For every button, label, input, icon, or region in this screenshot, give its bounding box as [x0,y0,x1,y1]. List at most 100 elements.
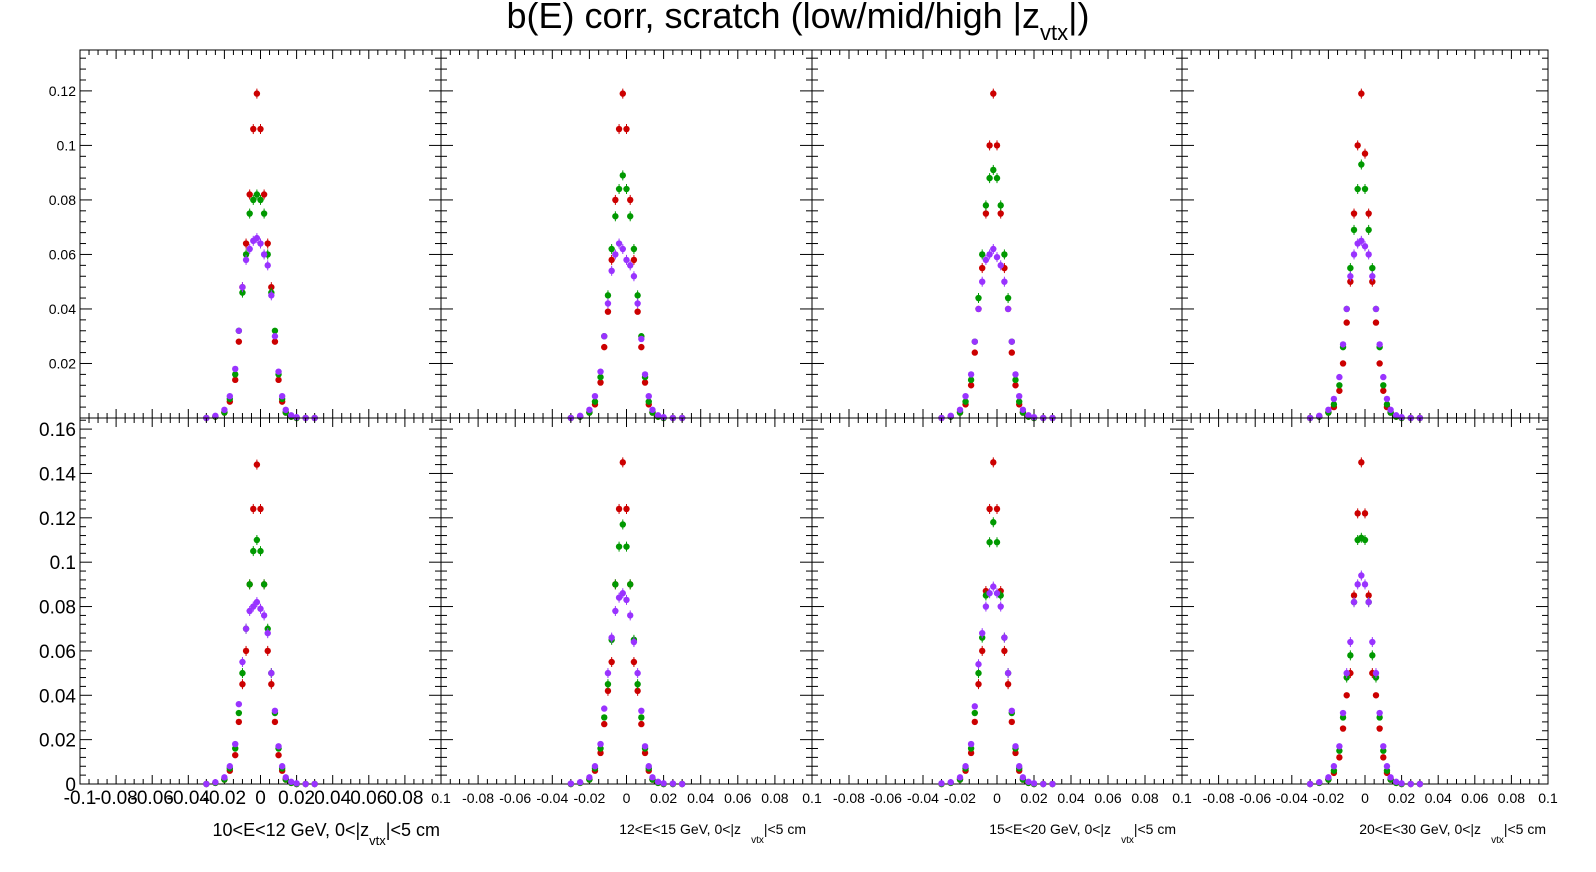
data-point-high [302,780,309,788]
data-point-mid [1016,398,1023,405]
data-point-low [597,749,604,757]
x-tick-label: 0 [255,788,266,809]
data-point-mid [1012,376,1019,384]
y-tick-label: 0.06 [39,642,76,663]
series-high [567,238,686,422]
data-point-high [271,333,279,340]
data-point-high [1407,780,1414,788]
panel-frame [811,417,1183,785]
data-point-mid [232,371,239,378]
data-point-mid [591,398,599,405]
data-point-high [1380,373,1387,381]
panel-bottom-3 [811,417,1183,788]
panel-x-label: 20<E<30 GeV, 0<|zvtx|<5 cm [1359,821,1546,846]
x-tick-label: -0.08 [1203,790,1235,806]
series-low [567,457,686,788]
y-tick-label: 0.08 [49,192,76,208]
data-point-high [645,392,652,400]
data-point-low [638,720,645,728]
data-point-high [1383,763,1391,770]
x-tick-label: -0.04 [907,790,939,806]
data-point-high [278,763,286,770]
data-point-high [597,740,604,748]
x-tick-label: -0.02 [944,790,976,806]
data-point-high [226,763,234,770]
data-point-low [235,338,243,345]
data-point-high [947,412,954,420]
data-point-high [221,406,228,414]
data-point-high [641,743,649,750]
x-tick-label: 0.04 [1425,790,1452,806]
data-point-mid [962,398,969,405]
data-point-high [1025,778,1032,785]
panel-x-label: 15<E<20 GeV, 0<|zvtx|<5 cm [989,821,1176,846]
x-tick-label: -0.04 [1276,790,1308,806]
data-point-low [1339,725,1347,732]
data-point-high [962,763,969,770]
panel-x-label: 12<E<15 GeV, 0<|zvtx|<5 cm [619,821,806,846]
x-tick-label: -0.1 [64,788,97,809]
x-tick-label: -0.04 [536,790,568,806]
data-point-high [1398,413,1405,421]
series-mid [1306,159,1424,422]
data-point-low [271,338,279,345]
data-point-high [287,778,295,785]
x-tick-label: 0.08 [1498,790,1525,806]
data-point-mid [1380,747,1387,754]
data-point-high [1392,778,1400,785]
data-point-high [287,412,295,419]
data-point-high [1392,412,1400,419]
data-point-high [1012,371,1019,378]
data-point-high [1339,709,1347,717]
series-low [1306,88,1424,422]
x-tick-label: -0.06 [131,788,174,809]
data-point-high [576,779,584,786]
data-point-high [235,327,243,334]
series-mid [938,164,1056,422]
panel-top-3 [811,49,1183,422]
x-tick-label: 0.04 [1057,790,1084,806]
data-point-high [1008,338,1015,345]
data-point-high [1339,341,1347,348]
data-point-high [232,740,239,748]
x-tick-label: 0.04 [314,788,351,809]
y-tick-label: 0.1 [57,137,77,153]
data-point-mid [235,709,243,717]
x-tick-label: 0.08 [386,788,423,809]
data-point-low [1380,754,1387,761]
panel-frame [1181,417,1549,785]
data-point-high [654,412,662,419]
data-point-high [311,780,318,788]
data-point-mid [1336,382,1343,389]
data-point-low [967,749,975,757]
y-tick-label: 0.12 [49,83,76,99]
data-point-mid [232,745,239,752]
panel-bottom-2 [440,417,813,788]
x-tick-label: 0.1 [1172,790,1192,806]
series-high [1306,235,1424,422]
data-point-mid [597,745,604,752]
data-point-high [1306,780,1314,788]
data-point-high [1376,709,1383,717]
x-tick-label: -0.02 [573,790,605,806]
data-point-high [1016,763,1023,770]
data-point-mid [1383,401,1391,408]
data-point-high [1316,412,1323,420]
data-point-low [1380,387,1387,394]
panel-bottom-1: 0 0.02 0.04 0.06 0.08 0.1 0.12 0.14 0.16 [39,417,442,796]
data-point-high [1336,743,1343,750]
data-point-low [1339,360,1347,367]
data-point-mid [1330,401,1338,408]
data-point-high [1387,774,1394,781]
data-point-high [971,338,978,345]
panel-frame [811,49,1183,419]
data-point-high [271,707,279,714]
y-tick-label: 0.02 [39,731,76,752]
data-point-low [597,379,604,386]
y-tick-label: 0.08 [39,598,76,619]
data-point-mid [1380,382,1387,389]
series-low [203,459,318,788]
x-tick-label: 0.06 [1094,790,1121,806]
y-tick-label: 0.06 [49,246,76,262]
data-point-high [962,392,969,400]
